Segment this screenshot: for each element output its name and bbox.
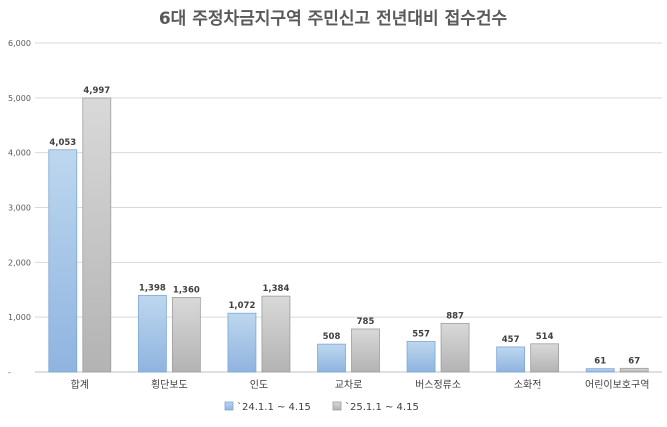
data-label: 4,053: [49, 138, 76, 148]
data-label: 61: [594, 357, 606, 367]
category-label: 소화전: [514, 379, 542, 391]
label-layer: 4,053 4,997 합계 1,398 1,360 횡단보도 1,072 1,384 인도 50…: [49, 86, 649, 391]
y-tick-label: 2,000: [8, 258, 31, 267]
bar-series2: [530, 343, 560, 373]
data-label: 508: [323, 332, 341, 342]
bar-series1: [585, 368, 615, 373]
y-tick-label: -: [8, 368, 11, 377]
data-label: 514: [536, 332, 554, 342]
category-label: 합계: [71, 379, 89, 391]
bar-series2: [171, 297, 201, 373]
data-label: 1,384: [262, 284, 289, 294]
data-label: 1,072: [228, 301, 255, 311]
legend-swatch: [224, 401, 234, 411]
legend: `24.1.1 ~ 4.15 `25.1.1 ~ 4.15: [224, 401, 419, 413]
legend-swatch: [332, 401, 342, 411]
y-tick-label: 4,000: [8, 149, 31, 158]
bar-series1: [317, 343, 346, 373]
chart-title: 6대 주정차금지구역 주민신고 전년대비 접수건수: [159, 9, 508, 29]
data-label: 4,997: [83, 86, 110, 96]
bar-series2: [82, 97, 112, 373]
data-label: 785: [357, 317, 375, 327]
bar-series1: [48, 149, 78, 373]
bar-series2: [619, 367, 649, 373]
bar-series2: [261, 295, 291, 373]
legend-label: `24.1.1 ~ 4.15: [237, 401, 311, 413]
data-label: 67: [628, 356, 640, 366]
data-label: 887: [446, 311, 464, 321]
bar-series2: [440, 322, 470, 373]
data-label: 457: [502, 335, 520, 345]
bar-series1: [137, 294, 167, 373]
y-tick-label: 5,000: [8, 94, 31, 103]
bar-series2: [351, 328, 380, 373]
bar-series1: [227, 312, 257, 373]
category-label: 버스정류소: [415, 379, 461, 391]
y-tick-label: 6,000: [8, 39, 31, 48]
grid-layer: - 1,000 2,000 3,000 4,000 5,000 6,000: [8, 39, 662, 377]
data-label: 1,398: [139, 283, 166, 293]
bar-series1: [496, 346, 526, 373]
category-label: 횡단보도: [151, 379, 188, 391]
category-label: 교차로: [335, 379, 363, 391]
data-label: 1,360: [173, 285, 200, 295]
y-tick-label: 3,000: [8, 204, 31, 213]
y-tick-label: 1,000: [8, 313, 31, 322]
category-label: 인도: [250, 379, 268, 391]
watermark-logo: 뉴스100: [530, 383, 648, 418]
data-label: 557: [412, 329, 430, 339]
bar-series1: [406, 341, 436, 373]
legend-label: `25.1.1 ~ 4.15: [345, 401, 419, 413]
bar-layer: [48, 97, 649, 373]
category-label: 어린이보호구역: [585, 379, 649, 391]
